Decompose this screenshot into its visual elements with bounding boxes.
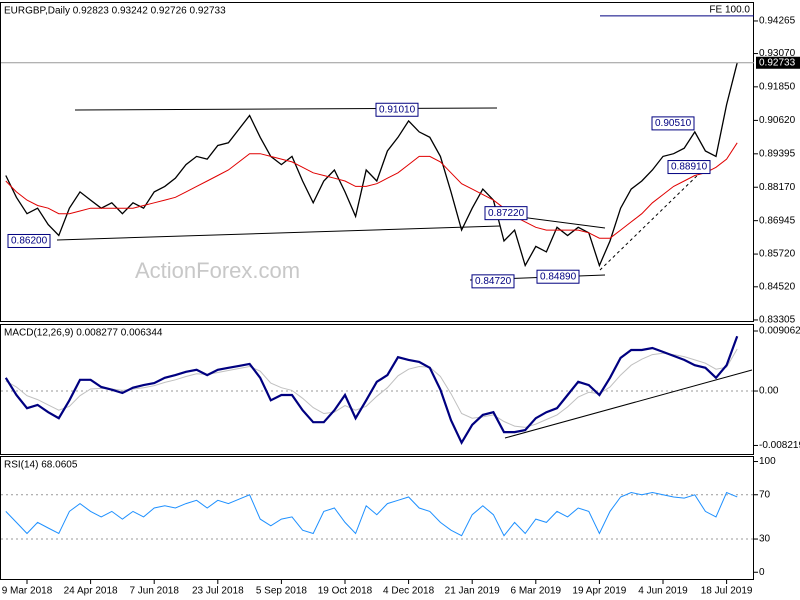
annotation-label: 0.84890 — [540, 271, 577, 282]
series-line — [5, 491, 738, 537]
macd-panel — [0, 324, 754, 455]
annotation-box — [471, 274, 515, 289]
series-line — [4, 335, 739, 446]
y-tick-label: 0 — [759, 567, 765, 578]
x-tick-label: 19 Apr 2019 — [572, 586, 626, 597]
x-tick-label: 6 Mar 2019 — [511, 586, 562, 597]
annotation-box — [375, 102, 419, 117]
annotation-label: 0.90510 — [655, 118, 692, 129]
panel-title: RSI(14) 68.0605 — [4, 460, 78, 471]
trend-line — [504, 369, 753, 439]
x-tick-label: 4 Dec 2018 — [383, 586, 435, 597]
x-tick-label: 18 Jul 2019 — [701, 586, 753, 597]
annotation-label: 0.88910 — [671, 162, 708, 173]
annotation-box — [536, 269, 580, 284]
annotation-label: 0.91010 — [379, 104, 416, 115]
y-tick-label: 0.89395 — [759, 148, 796, 159]
y-tick-label: 0.84520 — [759, 281, 796, 292]
x-tick-label: 4 Jun 2019 — [638, 586, 688, 597]
last-price-label: 0.92733 — [759, 57, 796, 68]
y-tick-label: 30 — [759, 534, 771, 545]
y-tick-label: 0.91850 — [759, 81, 796, 92]
watermark: ActionForex.com — [135, 258, 300, 283]
series-line — [5, 142, 738, 239]
x-tick-label: 5 Sep 2018 — [256, 586, 308, 597]
x-tick-label: 23 Jul 2018 — [192, 586, 244, 597]
y-tick-label: 0.00 — [759, 386, 779, 397]
annotation-box — [7, 233, 51, 248]
last-price-box — [756, 56, 800, 69]
rsi-panel — [0, 456, 754, 580]
annotation-label: 0.86200 — [11, 236, 48, 247]
panel-title: MACD(12,26,9) 0.008277 0.006344 — [4, 328, 163, 339]
annotation-label: 0.84720 — [475, 276, 512, 287]
y-tick-label: 0.86945 — [759, 215, 796, 226]
fe-label: FE 100.0 — [709, 5, 750, 16]
x-tick-label: 19 Oct 2018 — [318, 586, 373, 597]
x-tick-label: 9 Mar 2018 — [2, 586, 53, 597]
y-tick-label: 0.85720 — [759, 249, 796, 260]
x-tick-label: 21 Jan 2019 — [445, 586, 500, 597]
y-tick-label: 70 — [759, 489, 771, 500]
trend-line — [56, 225, 501, 241]
trend-line — [74, 107, 498, 111]
annotation-box — [651, 116, 695, 131]
y-tick-label: 0.88170 — [759, 182, 796, 193]
price-panel — [0, 2, 754, 322]
y-tick-label: 0.93070 — [759, 48, 796, 59]
annotation-box — [667, 160, 711, 175]
y-tick-label: 0.94265 — [759, 16, 796, 27]
x-tick-label: 7 Jun 2018 — [129, 586, 179, 597]
y-tick-label: 0.90620 — [759, 115, 796, 126]
x-tick-label: 24 Apr 2018 — [64, 586, 118, 597]
panel-title: EURGBP,Daily 0.92823 0.93242 0.92726 0.9… — [4, 6, 226, 17]
y-tick-label: 100 — [759, 456, 776, 467]
trend-line — [599, 167, 706, 271]
y-tick-label: -0.008219 — [759, 440, 800, 451]
y-tick-label: 0.83305 — [759, 315, 796, 326]
annotation-box — [484, 206, 528, 221]
y-tick-label: 0.009062 — [759, 326, 800, 337]
annotation-label: 0.87220 — [488, 208, 525, 219]
